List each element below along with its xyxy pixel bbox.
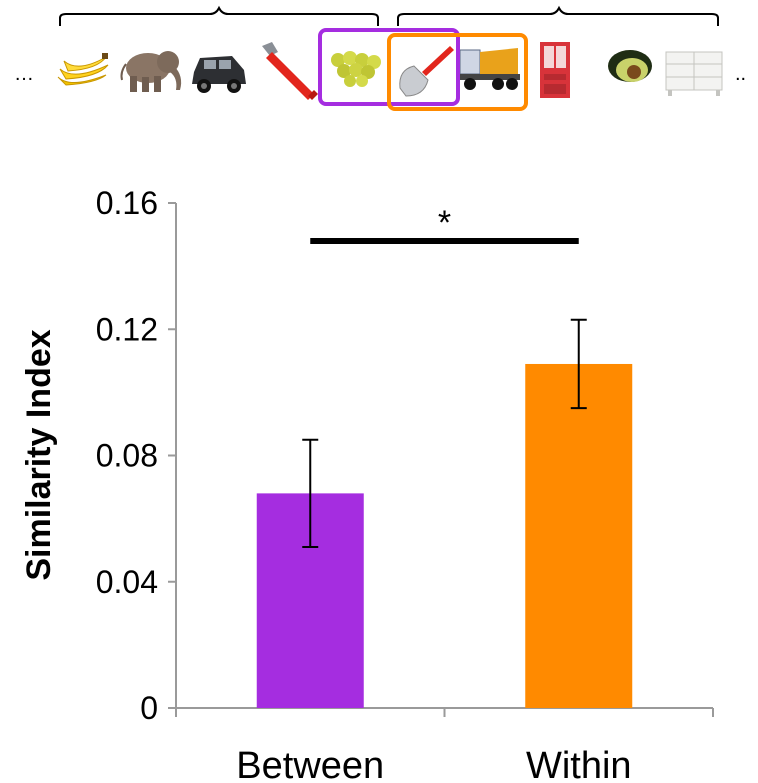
error-bars: [302, 318, 587, 549]
pipe-wrench-icon: [262, 42, 318, 100]
bar-chart: 0 0.04 0.08 0.12 0.16 Between Within * Simila…: [20, 185, 714, 783]
suv-icon: [192, 56, 246, 93]
within-pair-box: [387, 33, 528, 111]
y-axis: 0 0.04 0.08 0.12 0.16: [96, 185, 177, 726]
y-axis-label: Similarity Index: [20, 329, 58, 580]
significance-marker: *: [310, 204, 579, 244]
x-tick-label: Within: [526, 745, 632, 783]
right-brace: [397, 5, 719, 26]
red-cabinet-icon: [540, 42, 570, 98]
right-ellipsis: ..: [735, 63, 746, 85]
significance-star: *: [438, 204, 451, 242]
left-brace: [59, 5, 379, 26]
y-tick-label: 0.04: [96, 564, 158, 600]
object-strip: … ..: [14, 5, 746, 111]
bananas-icon: [57, 53, 109, 86]
bars: [256, 363, 633, 708]
x-tick-label: Between: [236, 745, 384, 783]
y-tick-label: 0.16: [96, 185, 158, 221]
x-axis: Between Within: [175, 707, 714, 783]
bar: [525, 363, 633, 708]
dump-truck-icon: [459, 48, 520, 90]
y-tick-label: 0.08: [96, 438, 158, 474]
elephant-icon: [120, 51, 182, 92]
trowel-icon: [399, 46, 454, 97]
avocado-icon: [608, 50, 652, 82]
white-dresser-icon: [665, 51, 723, 96]
y-tick-label: 0: [140, 690, 158, 726]
left-ellipsis: …: [14, 63, 34, 85]
y-tick-label: 0.12: [96, 311, 158, 347]
grapes-icon: [331, 51, 381, 87]
